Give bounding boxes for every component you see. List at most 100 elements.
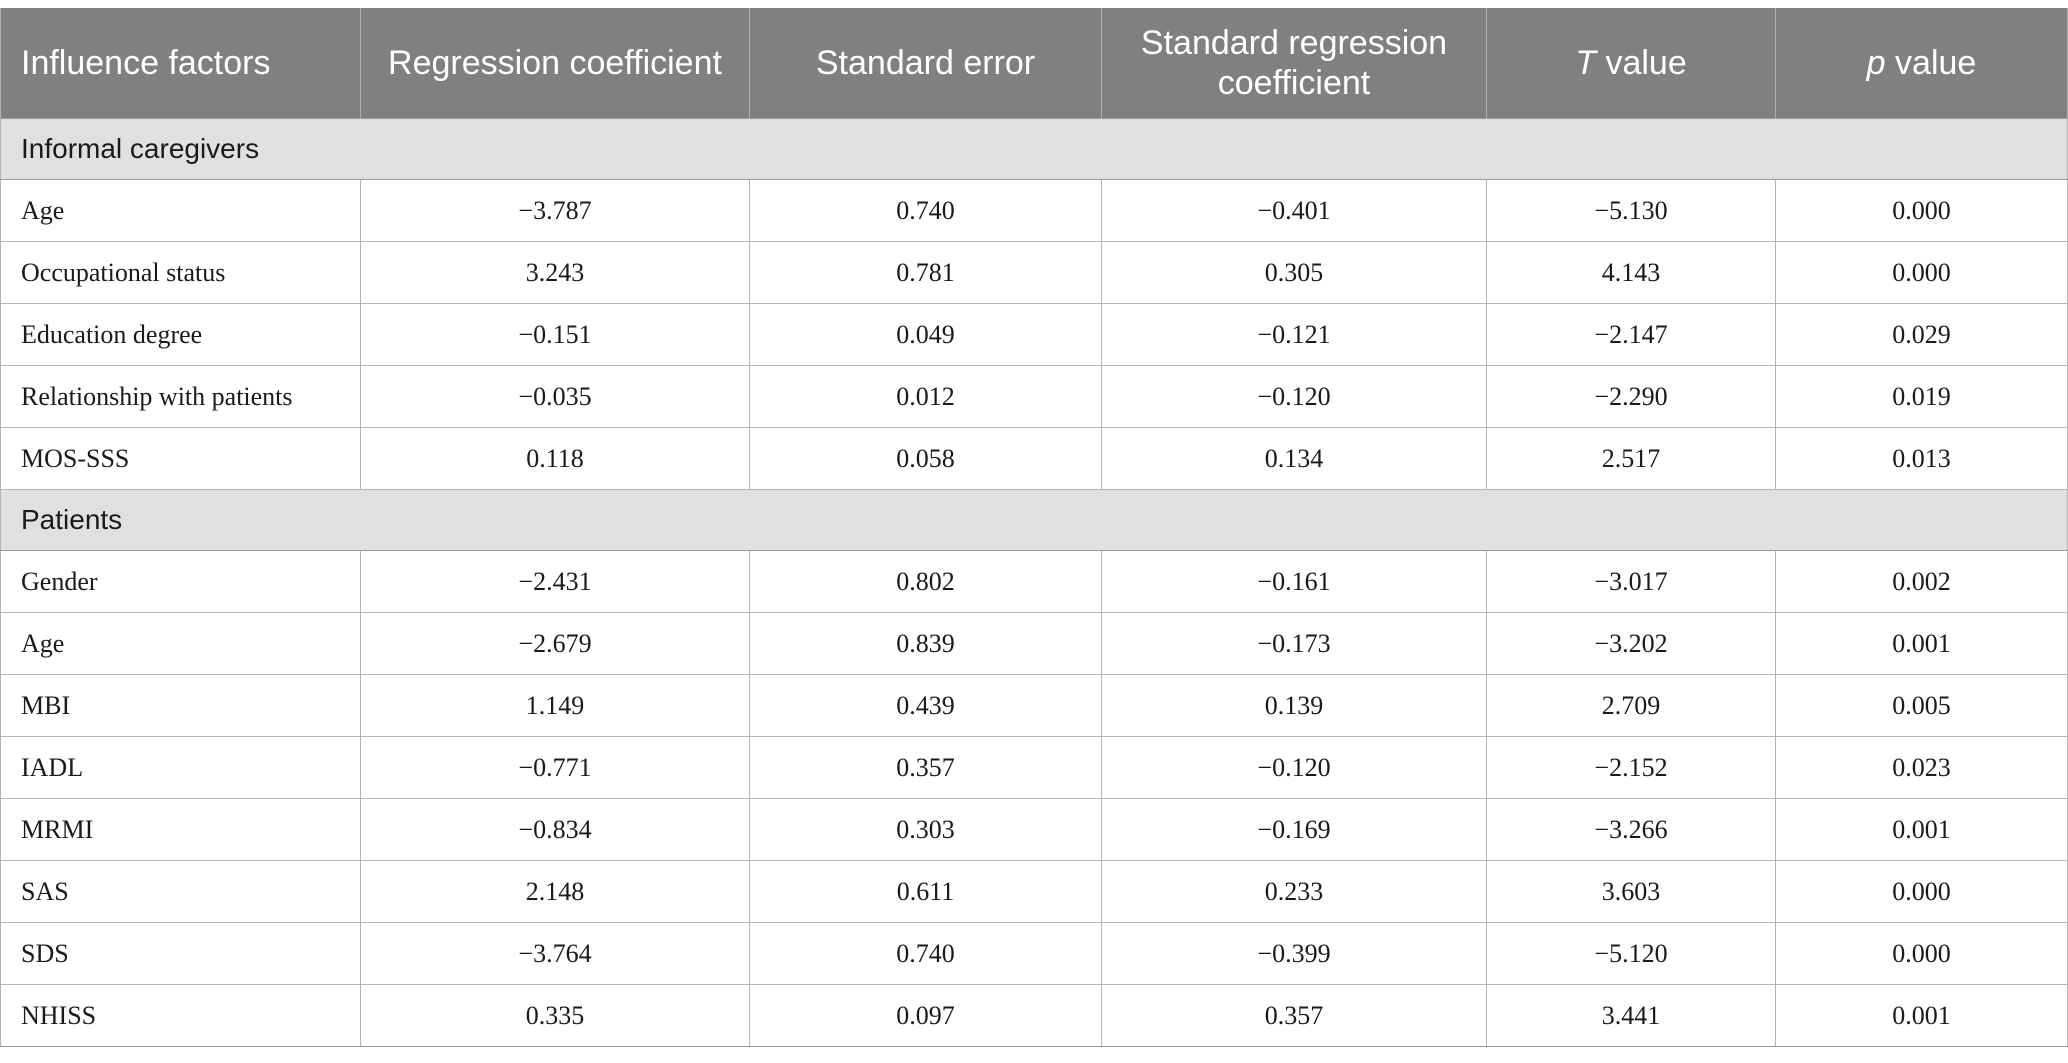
section-row: Patients bbox=[0, 489, 2068, 551]
t-value-cell: 2.517 bbox=[1486, 427, 1776, 490]
p-value-cell: 0.013 bbox=[1775, 427, 2068, 490]
header-t-value: T value bbox=[1486, 8, 1776, 119]
standard-regression-coefficient-cell: 0.134 bbox=[1101, 427, 1487, 490]
p-value-cell: 0.001 bbox=[1775, 612, 2068, 675]
header-p-value: p value bbox=[1775, 8, 2068, 119]
standard-regression-coefficient-cell: 0.233 bbox=[1101, 860, 1487, 923]
standard-error-cell: 0.802 bbox=[749, 550, 1102, 613]
regression-coefficient-cell: 0.335 bbox=[360, 984, 750, 1047]
table-row: NHISS 0.335 0.097 0.357 3.441 0.001 bbox=[0, 984, 2068, 1047]
standard-regression-coefficient-cell: 0.305 bbox=[1101, 241, 1487, 304]
p-value-cell: 0.023 bbox=[1775, 736, 2068, 799]
regression-coefficient-cell: 0.118 bbox=[360, 427, 750, 490]
standard-error-cell: 0.439 bbox=[749, 674, 1102, 737]
t-value-cell: −2.290 bbox=[1486, 365, 1776, 428]
regression-coefficient-cell: −2.679 bbox=[360, 612, 750, 675]
t-value-cell: −3.202 bbox=[1486, 612, 1776, 675]
p-value-cell: 0.002 bbox=[1775, 550, 2068, 613]
p-value-cell: 0.001 bbox=[1775, 984, 2068, 1047]
t-value-cell: −2.152 bbox=[1486, 736, 1776, 799]
regression-coefficient-cell: 1.149 bbox=[360, 674, 750, 737]
standard-regression-coefficient-cell: 0.139 bbox=[1101, 674, 1487, 737]
standard-error-cell: 0.611 bbox=[749, 860, 1102, 923]
regression-coefficient-cell: −0.834 bbox=[360, 798, 750, 861]
header-standard-regression-coefficient: Standard regression coefficient bbox=[1101, 8, 1487, 119]
standard-regression-coefficient-cell: 0.357 bbox=[1101, 984, 1487, 1047]
table-row: Age −2.679 0.839 −0.173 −3.202 0.001 bbox=[0, 612, 2068, 675]
t-value-cell: −5.130 bbox=[1486, 179, 1776, 242]
standard-error-cell: 0.357 bbox=[749, 736, 1102, 799]
table-row: Occupational status 3.243 0.781 0.305 4.143 0… bbox=[0, 241, 2068, 304]
standard-regression-coefficient-cell: −0.121 bbox=[1101, 303, 1487, 366]
standard-regression-coefficient-cell: −0.161 bbox=[1101, 550, 1487, 613]
section-row: Informal caregivers bbox=[0, 118, 2068, 180]
p-symbol: p bbox=[1866, 44, 1886, 82]
standard-regression-coefficient-cell: −0.169 bbox=[1101, 798, 1487, 861]
table-row: Relationship with patients −0.035 0.012 −0.… bbox=[0, 365, 2068, 428]
standard-error-cell: 0.097 bbox=[749, 984, 1102, 1047]
standard-error-cell: 0.740 bbox=[749, 179, 1102, 242]
regression-coefficient-cell: 2.148 bbox=[360, 860, 750, 923]
section-title: Patients bbox=[0, 489, 2068, 551]
factor-cell: NHISS bbox=[0, 984, 361, 1047]
regression-coefficient-cell: −0.035 bbox=[360, 365, 750, 428]
table-row: Gender −2.431 0.802 −0.161 −3.017 0.002 bbox=[0, 550, 2068, 613]
table-row: SDS −3.764 0.740 −0.399 −5.120 0.000 bbox=[0, 922, 2068, 985]
factor-cell: Education degree bbox=[0, 303, 361, 366]
standard-regression-coefficient-cell: −0.120 bbox=[1101, 365, 1487, 428]
t-value-cell: 4.143 bbox=[1486, 241, 1776, 304]
p-value-cell: 0.000 bbox=[1775, 179, 2068, 242]
standard-regression-coefficient-cell: −0.173 bbox=[1101, 612, 1487, 675]
factor-cell: MOS-SSS bbox=[0, 427, 361, 490]
standard-error-cell: 0.740 bbox=[749, 922, 1102, 985]
p-value-cell: 0.001 bbox=[1775, 798, 2068, 861]
t-value-cell: −3.266 bbox=[1486, 798, 1776, 861]
table-body: Informal caregivers Age −3.787 0.740 −0.401−… bbox=[0, 118, 2068, 1047]
regression-table: Influence factors Regression coefficient… bbox=[0, 8, 2068, 1047]
regression-coefficient-cell: −2.431 bbox=[360, 550, 750, 613]
header-row: Influence factors Regression coefficient… bbox=[0, 8, 2068, 119]
table-row: IADL −0.771 0.357 −0.120 −2.152 0.023 bbox=[0, 736, 2068, 799]
table-header: Influence factors Regression coefficient… bbox=[0, 8, 2068, 119]
t-value-suffix: value bbox=[1596, 44, 1687, 82]
regression-coefficient-cell: 3.243 bbox=[360, 241, 750, 304]
t-value-cell: −3.017 bbox=[1486, 550, 1776, 613]
regression-coefficient-cell: −0.151 bbox=[360, 303, 750, 366]
factor-cell: Occupational status bbox=[0, 241, 361, 304]
header-regression-coefficient: Regression coefficient bbox=[360, 8, 750, 119]
standard-regression-coefficient-cell: −0.120 bbox=[1101, 736, 1487, 799]
factor-cell: Age bbox=[0, 612, 361, 675]
regression-coefficient-cell: −0.771 bbox=[360, 736, 750, 799]
table-row: Age −3.787 0.740 −0.401 −5.130 0.000 bbox=[0, 179, 2068, 242]
p-value-cell: 0.000 bbox=[1775, 922, 2068, 985]
standard-error-cell: 0.839 bbox=[749, 612, 1102, 675]
t-value-cell: −5.120 bbox=[1486, 922, 1776, 985]
regression-table-container: Influence factors Regression coefficient… bbox=[0, 8, 2068, 1047]
table-row: MBI 1.149 0.439 0.139 2.709 0.005 bbox=[0, 674, 2068, 737]
p-value-cell: 0.000 bbox=[1775, 860, 2068, 923]
table-row: SAS 2.148 0.611 0.233 3.603 0.000 bbox=[0, 860, 2068, 923]
regression-coefficient-cell: −3.787 bbox=[360, 179, 750, 242]
t-value-cell: −2.147 bbox=[1486, 303, 1776, 366]
standard-regression-coefficient-cell: −0.399 bbox=[1101, 922, 1487, 985]
t-value-cell: 2.709 bbox=[1486, 674, 1776, 737]
p-value-cell: 0.005 bbox=[1775, 674, 2068, 737]
factor-cell: Gender bbox=[0, 550, 361, 613]
factor-cell: SDS bbox=[0, 922, 361, 985]
header-influence-factors: Influence factors bbox=[0, 8, 361, 119]
p-value-cell: 0.019 bbox=[1775, 365, 2068, 428]
t-value-cell: 3.441 bbox=[1486, 984, 1776, 1047]
standard-regression-coefficient-cell: −0.401 bbox=[1101, 179, 1487, 242]
p-value-suffix: value bbox=[1885, 44, 1977, 82]
header-standard-error: Standard error bbox=[749, 8, 1102, 119]
table-row: MRMI −0.834 0.303 −0.169 −3.266 0.001 bbox=[0, 798, 2068, 861]
t-symbol: T bbox=[1575, 44, 1597, 82]
factor-cell: MBI bbox=[0, 674, 361, 737]
section-title: Informal caregivers bbox=[0, 118, 2068, 180]
regression-coefficient-cell: −3.764 bbox=[360, 922, 750, 985]
standard-error-cell: 0.303 bbox=[749, 798, 1102, 861]
factor-cell: Relationship with patients bbox=[0, 365, 361, 428]
table-row: MOS-SSS 0.118 0.058 0.134 2.517 0.013 bbox=[0, 427, 2068, 490]
factor-cell: MRMI bbox=[0, 798, 361, 861]
table-row: Education degree −0.151 0.049 −0.121 −2.147 0… bbox=[0, 303, 2068, 366]
